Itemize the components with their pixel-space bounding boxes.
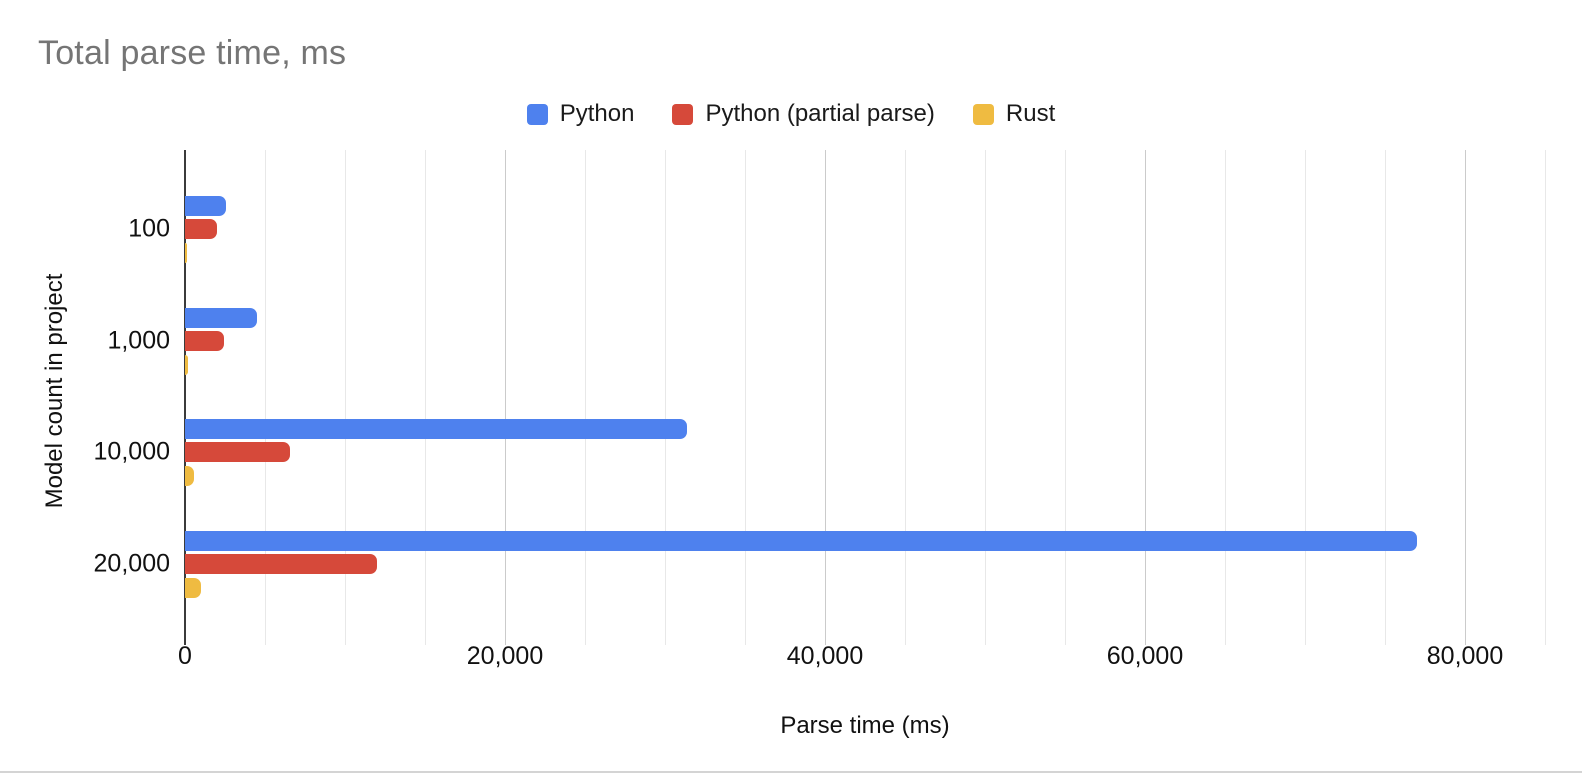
legend-item-rust[interactable]: Rust bbox=[972, 100, 1056, 128]
y-category-label: 20,000 bbox=[93, 549, 170, 578]
bar-python-20000[interactable] bbox=[185, 530, 1417, 551]
legend-item-python-partial-parse[interactable]: Python (partial parse) bbox=[672, 100, 935, 128]
bar-python-partial-parse-10000[interactable] bbox=[185, 442, 290, 462]
x-axis-title: Parse time (ms) bbox=[780, 712, 950, 739]
x-tick-label: 40,000 bbox=[786, 642, 864, 670]
legend-label: Rust bbox=[1005, 100, 1056, 127]
legend-label: Python (partial parse) bbox=[705, 100, 935, 127]
minor-gridline bbox=[985, 150, 986, 645]
x-tick-label: 20,000 bbox=[466, 642, 544, 670]
legend: Python Python (partial parse) Rust bbox=[0, 100, 1582, 128]
bottom-divider bbox=[0, 771, 1582, 773]
minor-gridline bbox=[745, 150, 746, 645]
minor-gridline bbox=[1065, 150, 1066, 645]
bar-rust-10000[interactable] bbox=[185, 465, 195, 486]
legend-item-python[interactable]: Python bbox=[526, 100, 635, 128]
minor-gridline bbox=[425, 150, 426, 645]
chart-title: Total parse time, ms bbox=[38, 34, 347, 72]
major-gridline bbox=[1465, 150, 1466, 645]
bar-python-partial-parse-20000[interactable] bbox=[185, 554, 377, 574]
x-tick-label: 60,000 bbox=[1106, 642, 1184, 670]
y-category-label: 1,000 bbox=[107, 326, 170, 355]
python-swatch-icon bbox=[526, 103, 548, 125]
x-tick-label: 80,000 bbox=[1426, 642, 1504, 670]
rust-swatch-icon bbox=[972, 103, 994, 125]
minor-gridline bbox=[1545, 150, 1546, 645]
x-tick-label: 0 bbox=[178, 642, 192, 670]
major-gridline bbox=[825, 150, 826, 645]
major-gridline bbox=[1145, 150, 1146, 645]
minor-gridline bbox=[665, 150, 666, 645]
bar-rust-1000[interactable] bbox=[185, 354, 188, 375]
bar-python-100[interactable] bbox=[185, 195, 226, 216]
plot-area bbox=[184, 150, 1546, 645]
bar-python-10000[interactable] bbox=[185, 418, 688, 439]
minor-gridline bbox=[585, 150, 586, 645]
major-gridline bbox=[505, 150, 506, 645]
python-partial-parse-swatch-icon bbox=[672, 103, 694, 125]
minor-gridline bbox=[905, 150, 906, 645]
minor-gridline bbox=[345, 150, 346, 645]
minor-gridline bbox=[1385, 150, 1386, 645]
legend-label: Python bbox=[559, 100, 635, 127]
minor-gridline bbox=[265, 150, 266, 645]
bar-rust-20000[interactable] bbox=[185, 577, 201, 598]
y-axis-baseline bbox=[184, 150, 186, 645]
y-category-label: 10,000 bbox=[93, 437, 170, 466]
bar-rust-100[interactable] bbox=[185, 242, 188, 263]
bar-python-partial-parse-100[interactable] bbox=[185, 219, 217, 239]
minor-gridline bbox=[1305, 150, 1306, 645]
bar-python-1000[interactable] bbox=[185, 307, 257, 328]
y-category-label: 100 bbox=[128, 214, 170, 243]
y-axis-title: Model count in project bbox=[41, 273, 68, 509]
minor-gridline bbox=[1225, 150, 1226, 645]
bar-python-partial-parse-1000[interactable] bbox=[185, 331, 225, 351]
